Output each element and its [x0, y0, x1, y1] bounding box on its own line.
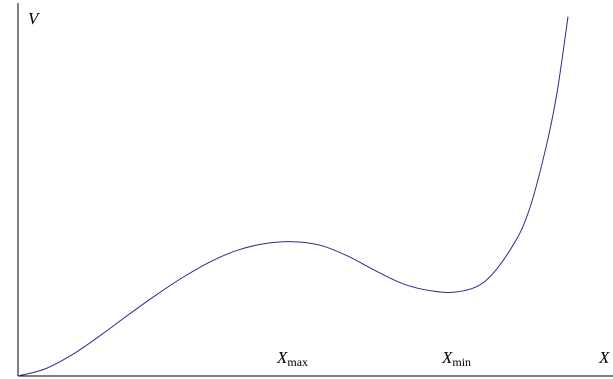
y-axis-label: V [28, 9, 41, 28]
potential-curve [17, 16, 569, 377]
x-tick-label-main: X [276, 348, 288, 367]
x-tick-labels: Xmax Xmin [276, 348, 471, 369]
x-tick-label-subscript: max [287, 355, 308, 369]
x-tick-label-max: Xmax [276, 348, 308, 369]
x-tick-label-main: X [441, 348, 453, 367]
x-axis-label: X [598, 348, 610, 367]
x-tick-label-subscript: min [452, 355, 471, 369]
x-tick-label-min: Xmin [441, 348, 471, 369]
